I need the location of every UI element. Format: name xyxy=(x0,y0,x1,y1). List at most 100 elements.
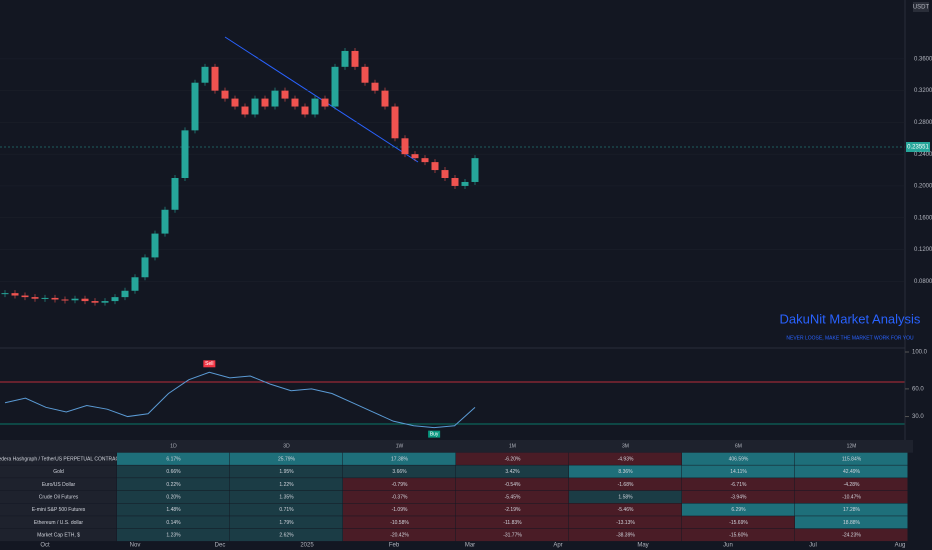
table-cell-bg xyxy=(456,465,569,478)
table-cell-bg xyxy=(343,528,456,542)
table-value: 0.71% xyxy=(279,507,294,513)
table-cell-bg xyxy=(682,452,795,465)
candle xyxy=(181,130,189,178)
table-header: 6M xyxy=(735,444,742,450)
table-value: 1.22% xyxy=(279,482,294,488)
candle xyxy=(141,257,149,278)
table-value: -0.37% xyxy=(392,494,408,500)
table-cell-bg xyxy=(0,465,117,478)
table-cell-bg xyxy=(795,516,908,529)
table-row-label: Hedera Hashgraph / TetherUS PERPETUAL CO… xyxy=(0,456,122,462)
table-cell-bg xyxy=(0,478,117,491)
currency: USDT xyxy=(913,5,930,11)
table-value: 3.42% xyxy=(505,469,520,475)
x-tick-label: Jul xyxy=(809,543,817,549)
table-value: 0.66% xyxy=(166,469,181,475)
candle xyxy=(351,50,359,67)
table-value: 1.79% xyxy=(279,520,294,526)
table-value: 25.79% xyxy=(278,456,296,462)
candle xyxy=(441,170,449,178)
table-value: -13.13% xyxy=(616,520,635,526)
table-cell-bg xyxy=(569,503,682,516)
table-cell-bg xyxy=(117,465,230,478)
table-cell-bg xyxy=(230,528,343,542)
table-value: -31.77% xyxy=(503,533,522,539)
candle xyxy=(431,162,439,171)
table-cell-bg xyxy=(682,503,795,516)
table-value: -1.68% xyxy=(618,482,634,488)
candle xyxy=(31,297,39,299)
table-row-label: Gold xyxy=(53,469,64,475)
table-value: -1.09% xyxy=(392,507,408,513)
table-cell-bg xyxy=(230,465,343,478)
table-value: -3.94% xyxy=(731,494,747,500)
table-cell-bg xyxy=(0,528,117,542)
table-value: -6.20% xyxy=(505,456,521,462)
table-cell-bg xyxy=(569,490,682,503)
table-value: -24.23% xyxy=(842,533,861,539)
table-value: -10.47% xyxy=(842,494,861,500)
x-tick-label: Mar xyxy=(465,543,475,549)
table-cell-bg xyxy=(456,516,569,529)
candle xyxy=(341,50,349,67)
table-cell-bg xyxy=(0,490,117,503)
candle xyxy=(201,66,209,83)
table-row-label: Euro/US Dollar xyxy=(42,482,76,488)
signal-label: Buy xyxy=(430,431,439,437)
table-cell-bg xyxy=(343,516,456,529)
candle xyxy=(11,293,19,296)
candle xyxy=(271,90,279,107)
table-value: 0.14% xyxy=(166,520,181,526)
table-cell-bg xyxy=(569,528,682,542)
table-cell-bg xyxy=(456,452,569,465)
table-cell-bg xyxy=(117,478,230,491)
table-value: 0.20% xyxy=(166,494,181,500)
table-value: -15.69% xyxy=(729,520,748,526)
table-value: 42.49% xyxy=(843,469,861,475)
candle xyxy=(101,301,109,303)
candle xyxy=(421,158,429,163)
table-cell-bg xyxy=(682,516,795,529)
table-cell-bg xyxy=(456,503,569,516)
table-cell-bg xyxy=(795,528,908,542)
table-header: 3D xyxy=(283,444,290,450)
table-cell-bg xyxy=(117,516,230,529)
table-value: -0.54% xyxy=(505,482,521,488)
table-cell-bg xyxy=(456,478,569,491)
table-cell-bg xyxy=(569,478,682,491)
candle xyxy=(151,233,159,258)
table-value: 1.48% xyxy=(166,507,181,513)
table-cell-bg xyxy=(569,516,682,529)
table-cell-bg xyxy=(230,452,343,465)
table-cell-bg xyxy=(795,503,908,516)
candle xyxy=(251,98,259,115)
candle xyxy=(391,106,399,139)
table-row-label: Crude Oil Futures xyxy=(39,494,79,500)
table-value: -10.58% xyxy=(390,520,409,526)
table-header-bg xyxy=(0,440,913,453)
table-value: -0.79% xyxy=(392,482,408,488)
candle xyxy=(311,98,319,115)
x-tick-label: Dec xyxy=(215,543,226,549)
table-cell-bg xyxy=(456,490,569,503)
table-value: -11.83% xyxy=(503,520,522,526)
table-row-label: E-mini S&P 500 Futures xyxy=(32,507,86,513)
candle xyxy=(61,299,69,301)
candle xyxy=(171,178,179,210)
x-tick-label: Feb xyxy=(389,543,400,549)
table-value: 6.29% xyxy=(731,507,746,513)
table-header: 1M xyxy=(509,444,516,450)
table-value: 17.38% xyxy=(391,456,409,462)
candle xyxy=(401,138,409,155)
table-cell-bg xyxy=(230,490,343,503)
osc-tick-label: 60.0 xyxy=(912,386,924,392)
candle xyxy=(241,106,249,115)
table-value: 1.35% xyxy=(279,494,294,500)
table-value: -5.46% xyxy=(618,507,634,513)
table-cell-bg xyxy=(343,490,456,503)
table-cell-bg xyxy=(230,516,343,529)
